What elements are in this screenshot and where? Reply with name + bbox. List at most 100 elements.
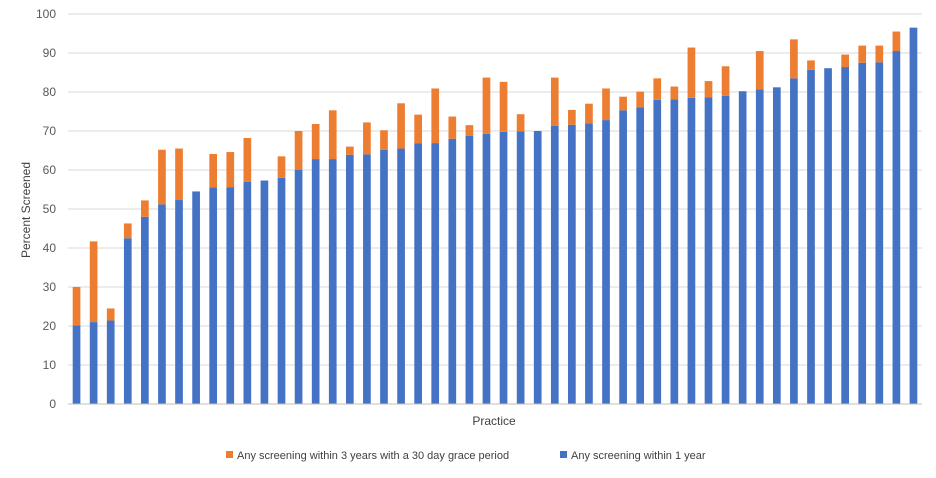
bar-1yr-practice-26 — [499, 131, 508, 404]
bar-1yr-practice-3 — [106, 320, 115, 404]
bar-1yr-practice-5 — [141, 216, 149, 404]
bar-1yr-practice-43 — [790, 78, 798, 404]
bar-1yr-practice-40 — [738, 91, 747, 404]
bar-1yr-practice-38 — [704, 97, 713, 405]
bar-1yr-practice-9 — [209, 187, 218, 404]
bar-3yr-practice-29 — [550, 77, 559, 126]
bar-1yr-practice-18 — [363, 154, 371, 404]
bar-3yr-practice-38 — [704, 81, 713, 98]
bar-1yr-practice-48 — [875, 62, 884, 405]
bar-1yr-practice-30 — [568, 124, 576, 404]
y-tick-label: 50 — [43, 202, 57, 216]
legend-label-1yr: Any screening within 1 year — [571, 450, 706, 462]
bar-1yr-practice-23 — [448, 138, 457, 405]
bar-1yr-practice-22 — [431, 143, 440, 404]
y-tick-label: 0 — [49, 397, 56, 411]
bar-1yr-practice-7 — [175, 200, 183, 404]
y-axis-ticks: 0 10 20 30 40 50 60 70 80 90 100 — [36, 7, 56, 411]
bar-1yr-practice-2 — [89, 322, 98, 404]
bar-3yr-practice-6 — [158, 149, 166, 205]
bar-3yr-practice-10 — [226, 152, 235, 188]
y-tick-label: 80 — [43, 85, 57, 99]
bar-3yr-practice-47 — [858, 45, 867, 63]
y-tick-label: 60 — [43, 163, 57, 177]
bar-3yr-practice-15 — [311, 123, 320, 160]
bar-1yr-practice-33 — [619, 110, 627, 404]
bar-3yr-practice-4 — [123, 223, 132, 239]
bar-3yr-practice-14 — [294, 131, 303, 170]
bar-1yr-practice-35 — [653, 99, 662, 405]
bar-1yr-practice-17 — [345, 154, 354, 404]
bar-3yr-practice-22 — [431, 88, 440, 144]
bar-3yr-practice-35 — [653, 78, 662, 100]
y-tick-label: 90 — [43, 46, 57, 60]
bar-1yr-practice-1 — [72, 325, 81, 404]
bar-1yr-practice-4 — [123, 238, 132, 404]
bars — [72, 27, 918, 405]
bar-1yr-practice-12 — [260, 180, 269, 404]
bar-1yr-practice-10 — [226, 187, 235, 404]
bar-1yr-practice-37 — [687, 97, 696, 404]
bar-3yr-practice-49 — [892, 31, 901, 52]
bar-3yr-practice-32 — [602, 88, 610, 121]
bar-1yr-practice-24 — [465, 135, 474, 404]
bar-1yr-practice-8 — [192, 191, 200, 404]
bar-3yr-practice-21 — [414, 114, 422, 144]
bar-3yr-practice-46 — [841, 54, 849, 68]
legend: Any screening within 3 years with a 30 d… — [226, 450, 706, 462]
bar-3yr-practice-36 — [670, 86, 679, 100]
bar-1yr-practice-31 — [585, 123, 593, 404]
legend-swatch-3yr — [226, 451, 233, 458]
bar-1yr-practice-36 — [670, 99, 679, 404]
bar-1yr-practice-50 — [909, 27, 918, 405]
legend-label-3yr: Any screening within 3 years with a 30 d… — [237, 450, 509, 462]
bar-3yr-practice-27 — [516, 114, 525, 132]
bar-3yr-practice-1 — [72, 287, 81, 326]
bar-3yr-practice-34 — [636, 91, 645, 108]
bar-3yr-practice-9 — [209, 154, 218, 188]
bar-1yr-practice-19 — [380, 149, 388, 404]
bar-1yr-practice-20 — [397, 148, 405, 404]
bar-1yr-practice-32 — [602, 120, 610, 404]
bar-1yr-practice-14 — [294, 170, 303, 404]
bar-1yr-practice-47 — [858, 62, 867, 404]
bar-1yr-practice-13 — [277, 177, 286, 404]
bar-3yr-practice-2 — [89, 241, 98, 323]
bar-1yr-practice-11 — [243, 181, 252, 404]
bar-3yr-practice-19 — [380, 130, 388, 150]
bar-3yr-practice-26 — [499, 81, 508, 132]
y-tick-label: 10 — [43, 358, 57, 372]
bar-3yr-practice-16 — [328, 110, 337, 160]
bar-3yr-practice-17 — [345, 146, 354, 155]
bar-1yr-practice-28 — [533, 131, 542, 404]
bar-3yr-practice-44 — [807, 60, 815, 70]
y-tick-label: 20 — [43, 319, 57, 333]
bar-3yr-practice-23 — [448, 116, 457, 139]
bar-1yr-practice-41 — [755, 89, 764, 405]
bar-1yr-practice-21 — [414, 143, 422, 405]
y-tick-label: 30 — [43, 280, 57, 294]
x-axis-title: Practice — [472, 414, 516, 428]
bar-1yr-practice-15 — [311, 159, 320, 404]
bar-3yr-practice-48 — [875, 45, 884, 63]
bar-3yr-practice-43 — [790, 39, 798, 79]
bar-3yr-practice-13 — [277, 156, 286, 178]
y-tick-label: 100 — [36, 7, 56, 21]
bar-1yr-practice-29 — [550, 125, 559, 405]
bar-1yr-practice-27 — [516, 131, 525, 404]
bar-3yr-practice-11 — [243, 138, 252, 182]
bar-1yr-practice-25 — [482, 133, 491, 405]
bar-1yr-practice-16 — [328, 159, 337, 404]
bar-1yr-practice-46 — [841, 67, 849, 404]
bar-1yr-practice-45 — [824, 68, 832, 405]
bar-3yr-practice-31 — [585, 103, 593, 124]
legend-swatch-1yr — [560, 451, 567, 458]
bar-3yr-practice-5 — [141, 200, 149, 217]
y-tick-label: 70 — [43, 124, 57, 138]
y-axis-title: Percent Screened — [19, 162, 33, 258]
bar-1yr-practice-34 — [636, 107, 645, 405]
bar-3yr-practice-3 — [106, 308, 115, 321]
bar-1yr-practice-44 — [807, 69, 815, 405]
bar-1yr-practice-49 — [892, 51, 901, 405]
